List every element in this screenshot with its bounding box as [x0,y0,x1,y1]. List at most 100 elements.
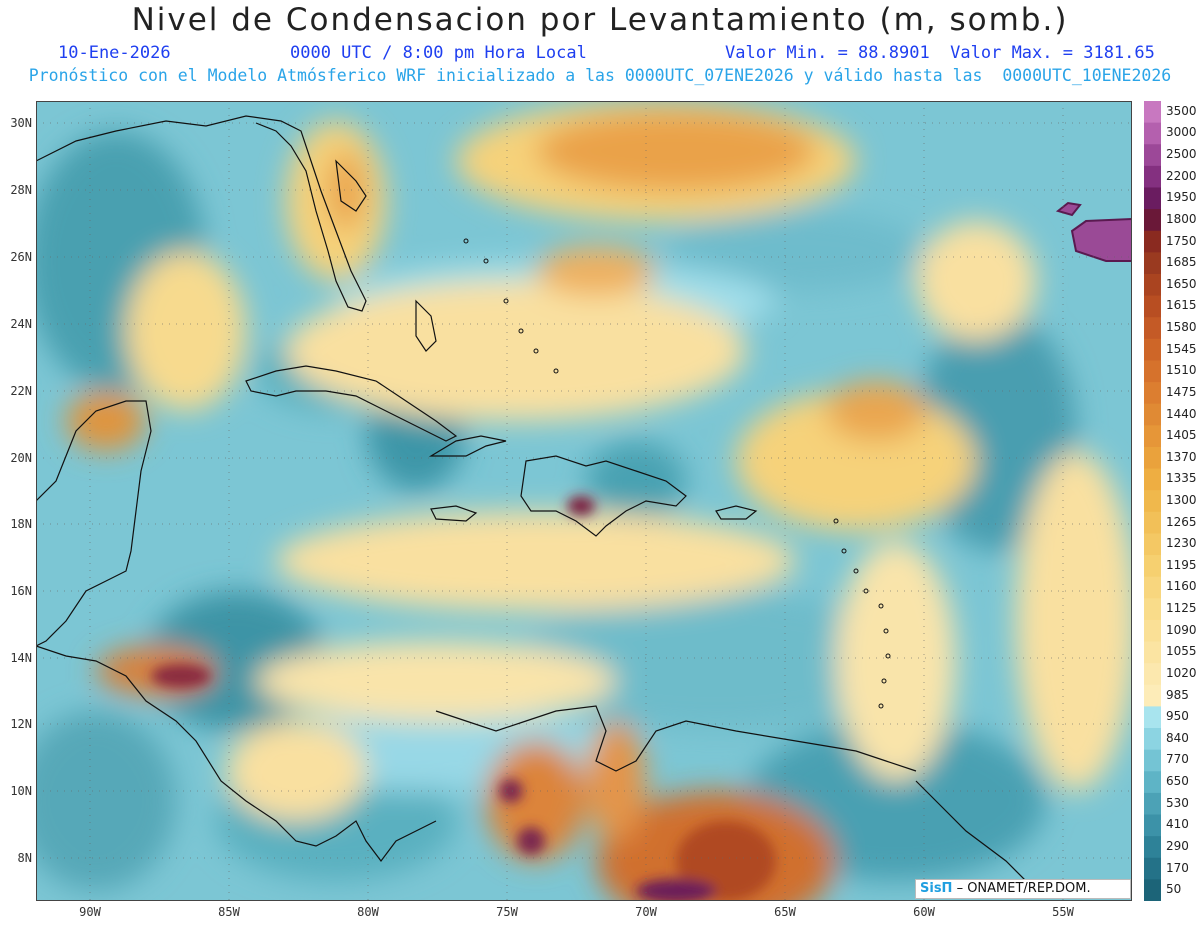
colorbar-label: 650 [1166,774,1189,789]
coastlines [36,115,1037,892]
colorbar-swatch [1144,273,1161,297]
colorbar-swatch [1144,338,1161,361]
colorbar-swatch [1144,468,1161,491]
map-frame [36,101,1132,901]
lon-label: 80W [357,905,379,919]
colorbar-swatch [1144,576,1161,599]
colorbar-swatch [1144,101,1161,124]
colorbar-label: 1195 [1166,557,1197,572]
credit-text: – ONAMET/REP.DOM. [952,881,1091,896]
colorbar-label: 1230 [1166,536,1197,551]
colorbar-swatch [1144,122,1161,145]
forecast-time: 0000 UTC / 8:00 pm Hora Local [290,43,587,63]
colorbar-label: 1650 [1166,276,1197,291]
lon-label: 65W [774,905,796,919]
high-lcl-patch-small [1055,201,1082,217]
colorbar-swatch [1144,230,1161,253]
field-shading [36,101,1132,901]
colorbar-swatch [1144,792,1161,816]
colorbar-swatch [1144,533,1161,556]
colorbar-label: 1055 [1166,644,1197,659]
colorbar-label: 1335 [1166,471,1197,486]
colorbar-label: 1405 [1166,428,1197,443]
colorbar-swatch [1144,446,1161,470]
model-description: Pronóstico con el Modelo Atmósferico WRF… [28,66,1172,85]
colorbar-swatch [1144,165,1161,188]
credit-box: SisΠ – ONAMET/REP.DOM. [915,879,1131,899]
colorbar-swatch [1144,857,1161,880]
high-lcl-patch [1070,217,1132,262]
colorbar [1144,101,1161,901]
colorbar-label: 1300 [1166,493,1197,507]
colorbar-label: 1090 [1166,622,1197,637]
colorbar-label: 1475 [1166,384,1197,399]
lon-label: 70W [635,905,657,919]
lat-label: 12N [10,717,32,731]
colorbar-label: 2200 [1166,168,1197,183]
colorbar-label: 1160 [1166,579,1197,594]
lat-label: 24N [10,317,32,331]
colorbar-label: 770 [1166,752,1189,767]
lon-label: 90W [79,905,101,919]
lat-label: 28N [10,183,32,197]
lat-label: 18N [10,517,32,531]
colorbar-swatch [1144,252,1161,275]
colorbar-label: 1545 [1166,341,1197,356]
colorbar-swatch [1144,490,1161,513]
colorbar-label: 3000 [1166,125,1197,140]
colorbar-label: 1580 [1166,320,1197,335]
colorbar-label: 1510 [1166,363,1197,378]
colorbar-label: 1265 [1166,514,1197,529]
colorbar-swatch [1144,555,1161,578]
colorbar-swatch [1144,598,1161,621]
lat-label: 30N [10,116,32,130]
colorbar-swatch [1144,814,1161,837]
colorbar-swatch [1144,728,1161,751]
lat-label: 10N [10,784,32,798]
colorbar-swatch [1144,317,1161,340]
colorbar-swatch [1144,511,1161,534]
lat-label: 26N [10,250,32,264]
colorbar-label: 2500 [1166,147,1197,162]
colorbar-swatch [1144,684,1161,707]
colorbar-label: 3500 [1166,103,1197,118]
colorbar-swatch [1144,382,1161,405]
colorbar-label: 1950 [1166,190,1197,205]
colorbar-label: 530 [1166,795,1189,810]
lon-label: 85W [218,905,240,919]
lat-label: 16N [10,584,32,598]
colorbar-label: 410 [1166,817,1189,832]
colorbar-label: 1370 [1166,449,1197,464]
colorbar-swatch [1144,641,1161,664]
colorbar-label: 1615 [1166,298,1197,313]
colorbar-label: 1440 [1166,406,1197,421]
field-peaks [151,496,776,901]
colorbar-label: 1750 [1166,233,1197,248]
colorbar-swatch [1144,295,1161,318]
colorbar-label: 985 [1166,687,1189,702]
colorbar-label: 950 [1166,709,1189,724]
colorbar-swatch [1144,879,1161,901]
colorbar-label: 50 [1166,882,1182,897]
forecast-date: 10-Ene-2026 [58,43,171,63]
lon-label: 55W [1052,905,1074,919]
sispi-logo: SisΠ [920,881,953,896]
lat-label: 22N [10,384,32,398]
colorbar-label: 290 [1166,838,1189,853]
colorbar-label: 1020 [1166,665,1197,680]
lat-label: 20N [10,451,32,465]
colorbar-swatch [1144,425,1161,448]
colorbar-swatch [1144,836,1161,859]
colorbar-swatch [1144,771,1161,794]
colorbar-swatch [1144,187,1161,210]
colorbar-label: 1125 [1166,601,1197,616]
colorbar-swatch [1144,144,1161,167]
colorbar-swatch [1144,619,1161,643]
value-range: Valor Min. = 88.8901 Valor Max. = 3181.6… [725,43,1155,63]
colorbar-swatch [1144,663,1161,686]
lcl-map [36,101,1132,901]
lat-label: 8N [17,851,32,865]
islands [463,238,891,709]
colorbar-swatch [1144,403,1161,426]
lat-label: 14N [10,651,32,665]
